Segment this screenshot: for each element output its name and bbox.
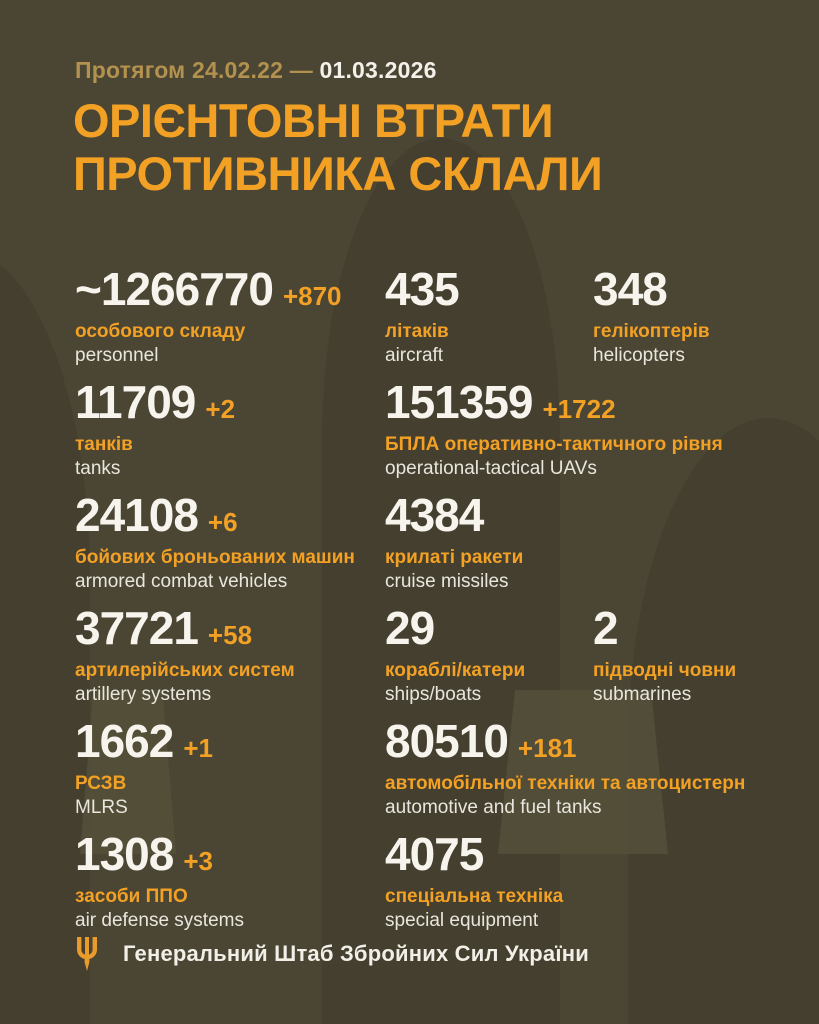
stat-label-english: artillery systems <box>75 684 212 705</box>
page-title: ОРІЄНТОВНІ ВТРАТИ ПРОТИВНИКА СКЛАЛИ <box>73 94 603 200</box>
title-line-1: ОРІЄНТОВНІ ВТРАТИ <box>73 94 554 147</box>
losses-stats-grid: ~1266770 +870 особового складу personnel … <box>75 266 819 944</box>
stat-label-ukrainian: бойових броньованих машин <box>75 547 355 568</box>
stat-item: 1662 +1 РСЗВ MLRS <box>75 718 385 831</box>
stat-label-ukrainian: БПЛА оперативно-тактичного рівня <box>385 434 723 455</box>
stat-label-english: aircraft <box>385 345 444 366</box>
stat-label-ukrainian: засоби ППО <box>75 886 188 907</box>
trident-icon <box>77 937 97 971</box>
stat-number-line: ~1266770 +870 <box>75 266 385 312</box>
stat-number-line: 1308 +3 <box>75 831 385 877</box>
stat-item: 1308 +3 засоби ППО air defense systems <box>75 831 385 944</box>
stat-label-ukrainian: автомобільної техніки та автоцистерн <box>385 773 746 794</box>
stat-number-line: 11709 +2 <box>75 379 385 425</box>
stat-label-english: automotive and fuel tanks <box>385 797 602 818</box>
stat-label-ukrainian: кораблі/катери <box>385 660 526 681</box>
period-date: 01.03.2026 <box>319 57 437 83</box>
stat-label-english: helicopters <box>593 345 685 366</box>
stat-item: 80510 +181 автомобільної техніки та автоц… <box>385 718 819 831</box>
stat-delta: +2 <box>205 394 236 424</box>
stat-value: 435 <box>385 263 460 315</box>
stat-label-english: air defense systems <box>75 910 244 931</box>
stat-label-ukrainian: гелікоптерів <box>593 321 710 342</box>
stat-item: 24108 +6 бойових броньованих машин armore… <box>75 492 385 605</box>
stat-number-line: 4075 <box>385 831 819 877</box>
stat-delta: +181 <box>517 733 577 763</box>
footer: Генеральний Штаб Збройних Сил України <box>75 936 589 972</box>
stat-item: 4384 крилаті ракети cruise missiles <box>385 492 819 605</box>
organization-name: Генеральний Штаб Збройних Сил України <box>123 941 589 966</box>
stat-delta: +1 <box>183 733 213 763</box>
stat-delta: +58 <box>207 620 253 650</box>
stat-value: 80510 <box>385 715 509 767</box>
stat-item: 435 літаків aircraft <box>385 266 593 379</box>
period-line: Протягом 24.02.22 — 01.03.2026 <box>75 57 437 84</box>
stat-item: 151359 +1722 БПЛА оперативно-тактичного р… <box>385 379 819 492</box>
stat-item: 2 підводні човни submarines <box>593 605 819 718</box>
stat-number-line: 37721 +58 <box>75 605 385 651</box>
stat-number-line: 151359 +1722 <box>385 379 819 425</box>
stat-item: 11709 +2 танків tanks <box>75 379 385 492</box>
stat-label-ukrainian: спеціальна техніка <box>385 886 564 907</box>
stat-label-ukrainian: підводні човни <box>593 660 737 681</box>
stat-number-line: 24108 +6 <box>75 492 385 538</box>
stat-label-english: operational-tactical UAVs <box>385 458 597 479</box>
stat-item: ~1266770 +870 особового складу personnel <box>75 266 385 379</box>
stat-value: 151359 <box>385 376 533 428</box>
stat-value: 11709 <box>75 376 196 428</box>
stat-number-line: 348 <box>593 266 819 312</box>
stat-value: 29 <box>385 602 435 654</box>
stat-label-english: ships/boats <box>385 684 482 705</box>
stat-item: 37721 +58 артилерійських систем artillery… <box>75 605 385 718</box>
stat-item: 348 гелікоптерів helicopters <box>593 266 819 379</box>
stat-value: 348 <box>593 263 668 315</box>
stat-number-line: 80510 +181 <box>385 718 819 764</box>
stat-value: 2 <box>593 602 619 654</box>
stat-label-english: MLRS <box>75 797 128 818</box>
stat-value: ~1266770 <box>75 263 274 315</box>
stat-label-english: tanks <box>75 458 121 479</box>
stat-label-ukrainian: танків <box>75 434 133 455</box>
stat-item: 4075 спеціальна техніка special equipmen… <box>385 831 819 944</box>
stat-delta: +6 <box>207 507 238 537</box>
stat-delta: +870 <box>282 281 342 311</box>
stat-number-line: 4384 <box>385 492 819 538</box>
period-prefix: Протягом 24.02.22 — <box>75 57 313 83</box>
stat-value: 37721 <box>75 602 199 654</box>
stat-label-ukrainian: літаків <box>385 321 449 342</box>
stat-label-ukrainian: крилаті ракети <box>385 547 524 568</box>
stat-label-ukrainian: особового складу <box>75 321 246 342</box>
stat-label-english: special equipment <box>385 910 539 931</box>
title-line-2: ПРОТИВНИКА СКЛАЛИ <box>73 147 603 200</box>
stat-value: 24108 <box>75 489 199 541</box>
stat-value: 1662 <box>75 715 174 767</box>
stat-delta: +3 <box>183 846 213 876</box>
stat-label-english: personnel <box>75 345 159 366</box>
stat-item: 29 кораблі/катери ships/boats <box>385 605 593 718</box>
stat-number-line: 435 <box>385 266 593 312</box>
stat-number-line: 1662 +1 <box>75 718 385 764</box>
stat-delta: +1722 <box>542 394 616 424</box>
stat-label-ukrainian: РСЗВ <box>75 773 127 794</box>
stat-label-english: armored combat vehicles <box>75 571 288 592</box>
stat-label-english: cruise missiles <box>385 571 509 592</box>
stat-value: 1308 <box>75 828 174 880</box>
stat-number-line: 2 <box>593 605 819 651</box>
stat-label-english: submarines <box>593 684 692 705</box>
stat-label-ukrainian: артилерійських систем <box>75 660 295 681</box>
stat-value: 4075 <box>385 828 484 880</box>
stat-number-line: 29 <box>385 605 593 651</box>
stat-value: 4384 <box>385 489 484 541</box>
